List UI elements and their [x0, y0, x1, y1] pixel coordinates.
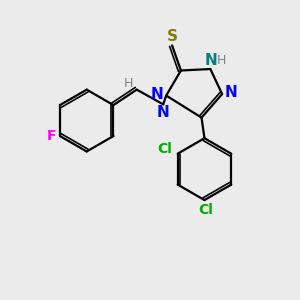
Text: Cl: Cl [157, 142, 172, 156]
Text: S: S [167, 29, 178, 44]
Text: N: N [205, 53, 217, 68]
Text: N: N [225, 85, 237, 100]
Text: Cl: Cl [199, 203, 213, 218]
Text: N: N [156, 105, 169, 120]
Text: H: H [124, 77, 133, 90]
Text: F: F [46, 129, 56, 143]
Text: H: H [217, 54, 226, 67]
Text: N: N [151, 87, 164, 102]
